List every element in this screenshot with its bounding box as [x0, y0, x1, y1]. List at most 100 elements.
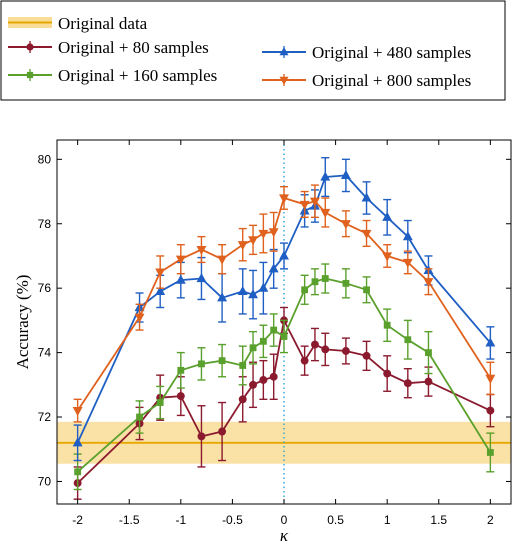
data-point [155, 285, 166, 295]
data-point [383, 321, 391, 329]
data-point [268, 263, 279, 273]
y-tick-label: 80 [38, 152, 52, 166]
data-point [321, 345, 330, 354]
data-point [362, 351, 371, 360]
data-point [279, 194, 289, 204]
data-point [134, 313, 145, 323]
data-point [340, 169, 351, 180]
data-point [217, 255, 228, 265]
legend-swatch-marker [279, 47, 289, 56]
data-point [280, 333, 288, 340]
data-point [485, 374, 496, 384]
data-point [239, 362, 247, 369]
data-point [320, 171, 331, 181]
data-point [485, 337, 496, 347]
x-tick-label: -1 [175, 513, 186, 527]
legend-item-series-3: Original + 480 samples [262, 43, 471, 62]
legend-box [0, 0, 506, 101]
legend: Original data Original + 80 samples Origin… [0, 0, 506, 101]
data-point [238, 395, 247, 404]
data-point [382, 252, 393, 262]
x-tick-label: 0 [281, 513, 288, 527]
x-tick-label: 0.5 [327, 513, 344, 527]
x-tick-label: 1.5 [430, 513, 447, 527]
legend-label: Original + 160 samples [58, 66, 217, 85]
data-point [259, 376, 268, 384]
legend-label: Original data [58, 14, 148, 33]
legend-swatch-marker [279, 76, 289, 85]
legend-item-series-4: Original + 800 samples [262, 71, 471, 90]
series-2 [73, 263, 495, 491]
series-4 [72, 184, 496, 423]
x-tick-label: 1 [384, 513, 391, 527]
data-point [196, 273, 207, 283]
y-tick-label: 74 [38, 346, 52, 360]
data-point [74, 468, 82, 476]
data-point [156, 399, 164, 406]
data-point [300, 356, 309, 365]
legend-item-original-data: Original data [8, 14, 148, 33]
data-point [155, 268, 166, 278]
data-point [320, 208, 331, 218]
plot-area: -2 -1.5 -1 -0.5 0 0.5 1 1.5 2 70 72 74 76 78 80 [38, 139, 512, 527]
data-point [72, 407, 83, 417]
data-point [402, 258, 413, 268]
data-point [299, 200, 310, 210]
legend-item-series-1: Original + 80 samples [8, 38, 209, 57]
data-point [175, 274, 186, 284]
data-point [301, 286, 309, 294]
data-point [279, 250, 289, 260]
data-point [321, 275, 329, 282]
data-point [363, 286, 370, 294]
y-axis-label: Accuracy (%) [13, 275, 32, 370]
data-point [423, 278, 434, 288]
data-point [198, 360, 205, 368]
data-point [259, 337, 267, 345]
data-point [248, 236, 258, 246]
data-point [269, 372, 278, 381]
legend-swatch-marker [26, 71, 34, 79]
data-point [176, 392, 185, 401]
x-tick-label: 2 [487, 513, 494, 527]
data-point [340, 220, 351, 230]
data-point [402, 231, 413, 241]
data-point [258, 282, 269, 292]
data-point [218, 357, 226, 365]
data-point [310, 197, 320, 207]
data-point [237, 285, 248, 295]
data-point [237, 241, 248, 251]
data-point [382, 211, 393, 221]
legend-item-series-2: Original + 160 samples [8, 66, 217, 85]
series-line [76, 319, 491, 484]
legend-label: Original + 80 samples [58, 38, 209, 57]
data-point [404, 336, 412, 344]
data-point [175, 255, 186, 265]
data-point [361, 192, 372, 202]
data-point [248, 289, 258, 299]
x-tick-label: -0.5 [222, 513, 243, 527]
data-point [310, 340, 319, 349]
legend-swatch-marker [26, 43, 34, 51]
data-point [270, 326, 278, 334]
x-tick-label: -1.5 [119, 513, 140, 527]
data-point [311, 278, 319, 286]
data-point [424, 377, 433, 386]
data-point [486, 406, 495, 415]
series-line [77, 277, 492, 473]
data-point [342, 279, 350, 287]
data-point [361, 229, 372, 239]
y-tick-label: 76 [38, 281, 52, 295]
data-point [197, 432, 206, 441]
legend-label: Original + 480 samples [312, 43, 471, 62]
y-tick-label: 78 [38, 217, 52, 231]
data-point [72, 437, 83, 447]
x-tick-label: -2 [72, 513, 83, 527]
data-point [486, 449, 494, 456]
x-axis-label: κ [280, 526, 289, 545]
data-point [217, 292, 228, 302]
y-tick-label: 72 [38, 410, 52, 424]
data-point [403, 379, 412, 388]
data-point [425, 349, 432, 357]
data-point [249, 344, 257, 352]
